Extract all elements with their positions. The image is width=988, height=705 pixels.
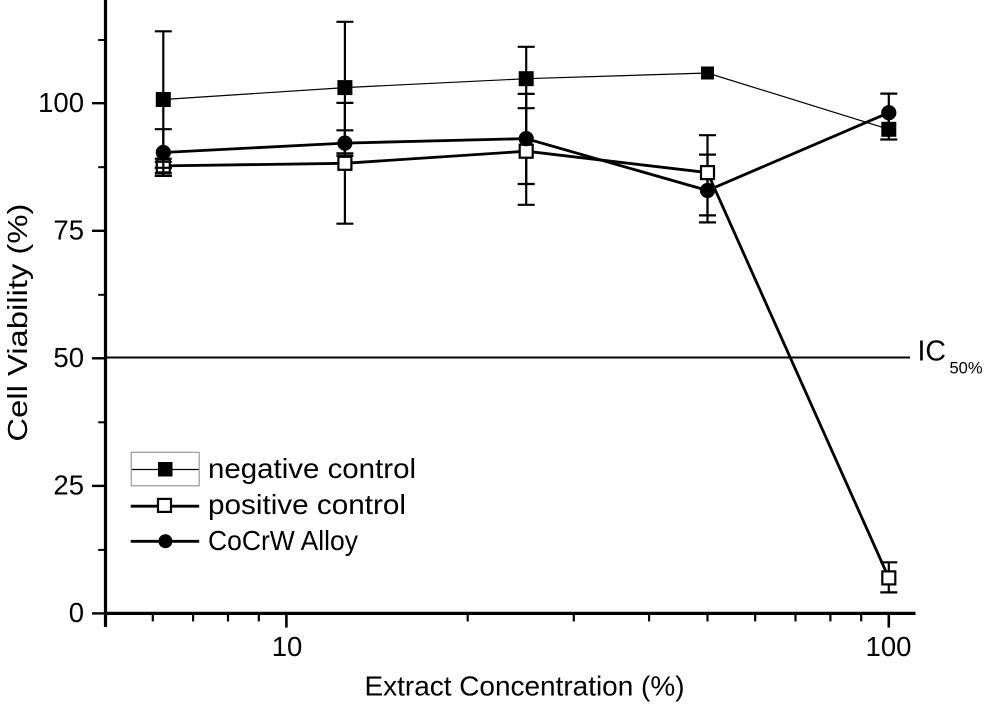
svg-text:10: 10 [272,631,303,662]
svg-text:negative control: negative control [208,453,416,484]
svg-text:50: 50 [53,342,84,373]
svg-text:75: 75 [53,215,84,246]
svg-text:25: 25 [53,470,84,501]
svg-text:100: 100 [38,87,84,118]
svg-text:50%: 50% [950,360,983,378]
svg-text:Cell Viability (%): Cell Viability (%) [2,204,33,442]
svg-text:100: 100 [866,631,912,662]
svg-text:positive control: positive control [208,489,406,520]
svg-text:CoCrW Alloy: CoCrW Alloy [208,525,358,556]
svg-text:IC: IC [918,336,947,368]
svg-text:0: 0 [69,597,84,628]
svg-text:Extract Concentration (%): Extract Concentration (%) [365,671,685,702]
